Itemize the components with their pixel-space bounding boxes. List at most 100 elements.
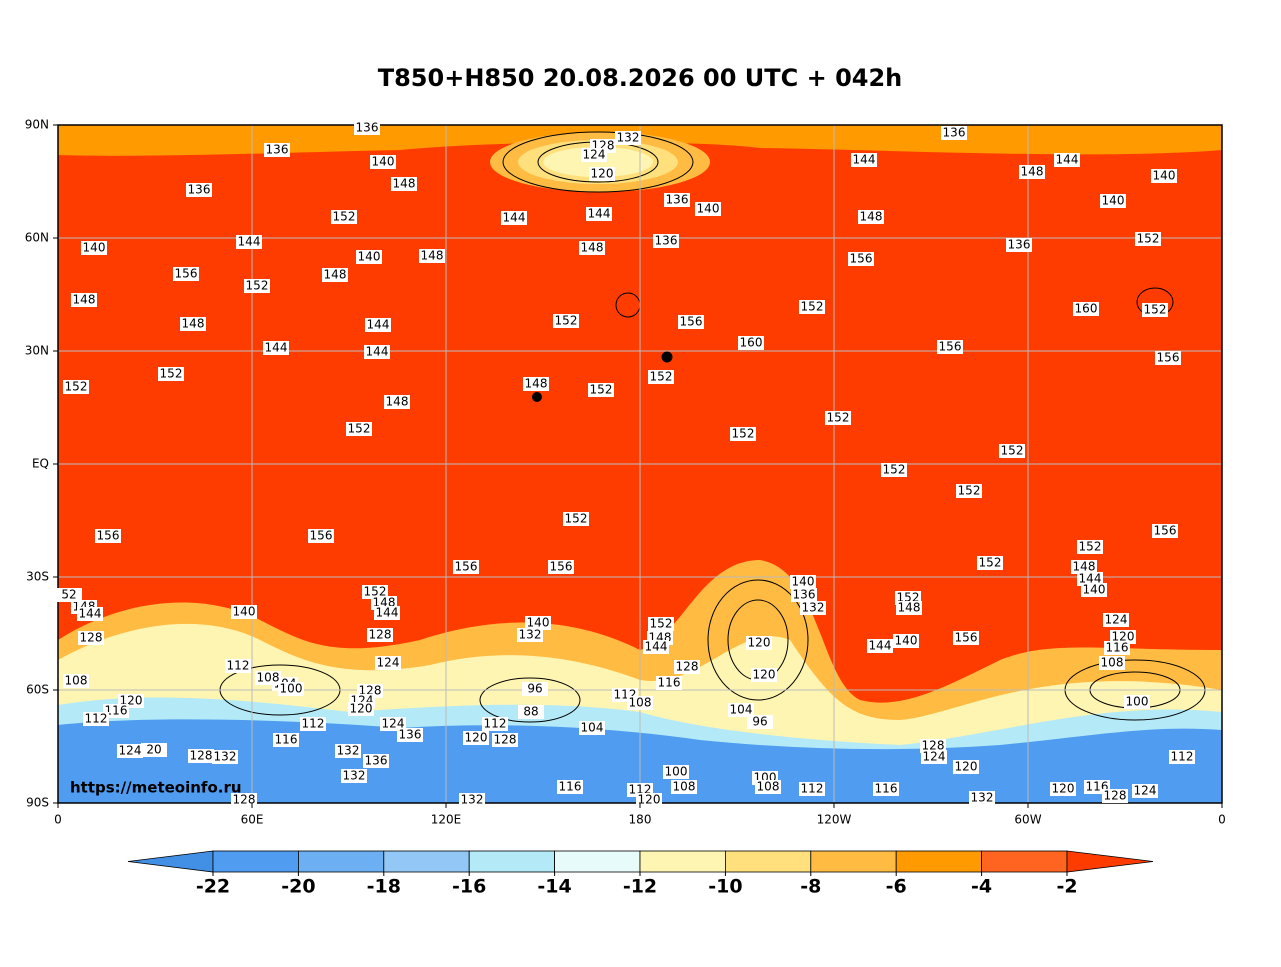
contour-label: 124 [119,744,142,758]
contour-label-box [335,744,361,758]
lat-label: 60S [26,683,49,697]
contour-label: 148 [421,249,444,263]
contour-label-box [1077,572,1103,586]
colorbar-box [212,850,299,873]
contour-label-box [1073,302,1099,316]
contour-label-box [969,791,995,805]
contour-label: 148 [860,210,883,224]
contour-label-box [738,336,764,350]
contour-label: 132 [802,601,825,615]
contour-label: 128 [1104,789,1127,803]
contour-label-box [419,249,445,263]
contour-label: 156 [939,340,962,354]
contour-label-box [664,193,690,207]
contour-label: 152 [333,210,356,224]
contour-label-box [71,293,97,307]
contour-label-box [364,345,390,359]
contour-label-box [173,267,199,281]
contour-label-box [1103,613,1129,627]
contour-label-box [1155,351,1181,365]
contour-label: 108 [1101,656,1124,670]
contour-label-box [397,728,423,742]
contour-label-box [63,380,89,394]
contour-label-box [791,588,817,602]
lat-label: EQ [32,457,49,471]
contour-label: 148 [73,293,96,307]
contour-label: 52 [61,588,76,602]
contour-label: 136 [266,143,289,157]
contour-label: 104 [581,721,604,735]
contour-label: 156 [550,560,573,574]
contour-label: 136 [399,728,422,742]
contour-label-box [384,395,410,409]
contour-label: 144 [1079,572,1102,586]
contour-label: 128 [369,628,392,642]
contour-label: 148 [898,601,921,615]
contour-label: 128 [190,749,213,763]
contour-label-box [365,318,391,332]
contour-label-box [81,241,107,255]
colorbar-label: -14 [537,876,571,898]
contour-label-box [941,126,967,140]
contour-label: 108 [65,674,88,688]
contour-label-box [893,634,919,648]
colorbar-label: -16 [452,876,486,898]
contour-label: 156 [310,529,333,543]
contour-label-box [354,121,380,135]
contour-label: 120 [350,702,373,716]
contour-label-box [851,153,877,167]
contour-label: 144 [79,607,102,621]
watermark: https://meteoinfo.ru [70,779,242,797]
contour-label-box [858,210,884,224]
contour-label: 112 [1171,750,1194,764]
colorbar-box [981,850,1068,873]
colorbar-label: -2 [1056,876,1077,898]
contour-label: 140 [1153,169,1176,183]
contour-label: 136 [356,121,379,135]
colorbar-label: -20 [281,876,315,898]
contour-label: 96 [527,682,542,696]
lon-label: 120E [431,813,462,827]
lat-label: 90N [25,118,49,132]
lon-label: 60E [241,813,264,827]
colorbar-box [383,850,470,873]
contour-label-box [751,668,777,682]
colorbar-box [895,850,983,873]
contour-label: 104 [730,703,753,717]
contour-label: 136 [666,193,689,207]
colorbar-box [725,850,812,873]
contour-label: 148 [1021,165,1044,179]
contour-label: 136 [793,588,816,602]
contour-label: 148 [393,177,416,191]
contour-label: 148 [324,268,347,282]
contour-label-box [518,705,544,719]
contour-label-box [331,210,357,224]
contour-label-box [1081,583,1107,597]
contour-label: 148 [525,377,548,391]
contour-label-box [367,628,393,642]
contour-label: 100 [280,682,303,696]
contour-label-box [459,793,485,807]
contour-label-box [648,617,674,631]
contour-label-box [56,588,82,602]
contour-label: 152 [555,314,578,328]
contour-label: 144 [376,606,399,620]
contour-label: 132 [971,791,994,805]
contour-label: 148 [182,317,205,331]
contour-label-box [755,780,781,794]
lon-label: 0 [54,813,62,827]
contour-label-box [563,512,589,526]
contour-label-box [553,314,579,328]
contour-label-box [356,250,382,264]
contour-label: 152 [1137,232,1160,246]
contour-label-box [363,754,389,768]
contour-label: 120 [1112,630,1135,644]
contour-label-box [362,585,388,599]
contour-label-box [1071,560,1097,574]
contour-label-box [231,605,257,619]
contour-label: 156 [97,529,120,543]
contour-label: 120 [955,760,978,774]
contour-label: 108 [629,696,652,710]
contour-label: 124 [377,656,400,670]
contour-label: 140 [792,575,815,589]
